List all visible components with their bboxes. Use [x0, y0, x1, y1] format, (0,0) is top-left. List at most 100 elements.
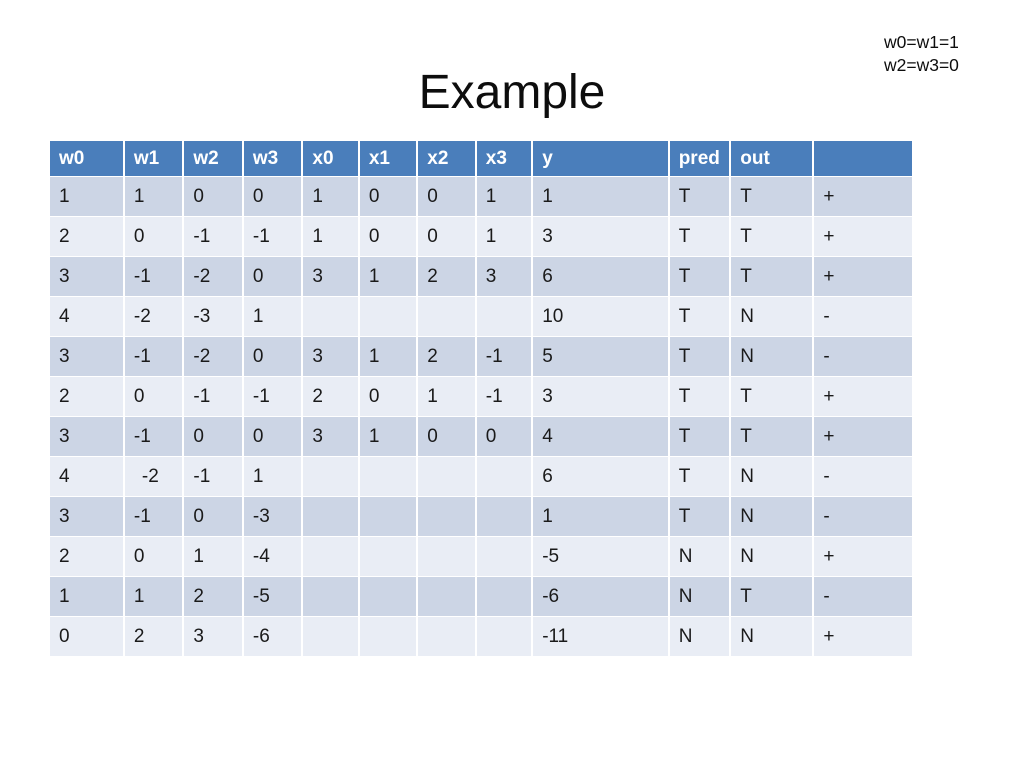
- table-cell-x1: 1: [359, 417, 417, 456]
- table-row: 3 -1 0 0 3 1 0 0 4 T T +: [50, 417, 912, 456]
- table-cell-x1: [359, 457, 417, 496]
- table-cell-y: 5: [533, 337, 668, 376]
- table-cell-y: 1: [533, 177, 668, 216]
- table-cell-x3: [476, 537, 532, 576]
- table-cell-w3: 0: [243, 417, 302, 456]
- table-header-cell-w3: w3: [243, 141, 302, 176]
- table-header-cell-x0: x0: [303, 141, 358, 176]
- table-cell-w3: 0: [243, 257, 302, 296]
- table-cell-x1: [359, 577, 417, 616]
- table-cell-x0: 3: [303, 417, 358, 456]
- table-cell-sign: +: [814, 377, 912, 416]
- table-cell-pred: T: [669, 457, 730, 496]
- table-cell-x0: 3: [303, 257, 358, 296]
- table-cell-x2: 0: [418, 177, 475, 216]
- table-cell-x3: -1: [476, 337, 532, 376]
- table-cell-x1: 0: [359, 377, 417, 416]
- table-cell-x2: [418, 297, 475, 336]
- table-cell-w3: -4: [243, 537, 302, 576]
- table-cell-out: T: [731, 177, 813, 216]
- table-cell-x2: 2: [418, 257, 475, 296]
- table-cell-sign: +: [814, 217, 912, 256]
- table-cell-x0: 1: [303, 217, 358, 256]
- table-cell-y: -6: [533, 577, 668, 616]
- table-row: 3 -1 -2 0 3 1 2 3 6 T T +: [50, 257, 912, 296]
- table-cell-pred: N: [669, 537, 730, 576]
- table-cell-w3: 0: [243, 337, 302, 376]
- table-cell-w3: -1: [243, 217, 302, 256]
- table-cell-x0: 2: [303, 377, 358, 416]
- table-cell-w0: 2: [50, 377, 123, 416]
- perceptron-trace-table-wrapper: w0 w1 w2 w3 x0 x1 x2 x3 y pred out 1 1 0 0 1 0 0 1 1 T T +2 0-…: [48, 140, 914, 657]
- table-cell-x3: -1: [476, 377, 532, 416]
- table-cell-out: T: [731, 377, 813, 416]
- table-cell-w1: -2: [124, 457, 183, 496]
- table-cell-w2: -2: [184, 337, 242, 376]
- table-cell-w1: 0: [124, 377, 183, 416]
- table-cell-w3: 0: [243, 177, 302, 216]
- table-cell-x0: 3: [303, 337, 358, 376]
- table-cell-y: 1: [533, 497, 668, 536]
- weights-annotation: w0=w1=1 w2=w3=0: [884, 31, 959, 78]
- table-cell-pred: T: [669, 497, 730, 536]
- table-cell-x3: 3: [476, 257, 532, 296]
- table-cell-x1: [359, 617, 417, 656]
- table-cell-w3: 1: [243, 457, 302, 496]
- table-cell-x0: [303, 537, 358, 576]
- table-header-cell-x3: x3: [476, 141, 532, 176]
- table-cell-sign: +: [814, 257, 912, 296]
- table-cell-out: T: [731, 577, 813, 616]
- table-cell-sign: -: [814, 337, 912, 376]
- table-cell-sign: -: [814, 497, 912, 536]
- table-header-cell-sign: [814, 141, 912, 176]
- table-cell-w0: 4: [50, 297, 123, 336]
- table-row: 3 -1 -2 0 3 1 2 -1 5 T N -: [50, 337, 912, 376]
- table-cell-x2: [418, 497, 475, 536]
- table-cell-out: N: [731, 497, 813, 536]
- table-cell-w1: 2: [124, 617, 183, 656]
- table-row: 1 1 0 0 1 0 0 1 1 T T +: [50, 177, 912, 216]
- table-cell-x0: 1: [303, 177, 358, 216]
- table-cell-w2: 0: [184, 497, 242, 536]
- table-cell-w2: 0: [184, 417, 242, 456]
- table-cell-x3: [476, 297, 532, 336]
- annotation-line-1: w0=w1=1: [884, 32, 959, 52]
- page-title: Example: [418, 66, 606, 119]
- table-cell-pred: T: [669, 177, 730, 216]
- table-cell-w1: 0: [124, 217, 183, 256]
- table-cell-x1: [359, 497, 417, 536]
- table-cell-sign: +: [814, 537, 912, 576]
- table-cell-x2: [418, 577, 475, 616]
- table-header-cell-y: y: [533, 141, 668, 176]
- table-cell-out: T: [731, 257, 813, 296]
- table-cell-w2: -1: [184, 377, 242, 416]
- table-header-cell-x2: x2: [418, 141, 475, 176]
- table-cell-w2: 2: [184, 577, 242, 616]
- table-cell-w2: 1: [184, 537, 242, 576]
- table-cell-x3: 1: [476, 177, 532, 216]
- table-cell-w1: -1: [124, 337, 183, 376]
- table-cell-out: N: [731, 337, 813, 376]
- table-cell-y: 10: [533, 297, 668, 336]
- table-cell-x0: [303, 577, 358, 616]
- table-header-row: w0 w1 w2 w3 x0 x1 x2 x3 y pred out: [50, 141, 912, 176]
- table-cell-out: N: [731, 297, 813, 336]
- table-cell-x2: 1: [418, 377, 475, 416]
- table-cell-y: 3: [533, 217, 668, 256]
- table-cell-w1: 1: [124, 577, 183, 616]
- table-cell-sign: -: [814, 577, 912, 616]
- table-header-cell-pred: pred: [669, 141, 730, 176]
- table-cell-x3: [476, 617, 532, 656]
- table-cell-x2: [418, 617, 475, 656]
- table-header-cell-w0: w0: [50, 141, 123, 176]
- table-cell-out: T: [731, 217, 813, 256]
- table-cell-w0: 0: [50, 617, 123, 656]
- table-cell-w2: -1: [184, 217, 242, 256]
- table-cell-x2: [418, 457, 475, 496]
- table-cell-x1: 1: [359, 337, 417, 376]
- annotation-line-2: w2=w3=0: [884, 55, 959, 76]
- table-cell-pred: N: [669, 577, 730, 616]
- table-cell-w0: 3: [50, 417, 123, 456]
- table-cell-w2: -2: [184, 257, 242, 296]
- table-cell-x1: 1: [359, 257, 417, 296]
